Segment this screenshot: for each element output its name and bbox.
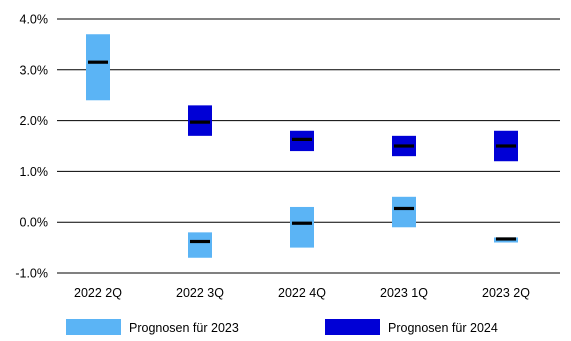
legend-label-prognosen-2023: Prognosen für 2023 [129,321,239,335]
median-marker-2023-2023-2q [496,237,516,240]
y-tick-label: 0.0% [20,216,49,230]
legend-swatch-prognosen-2024 [325,319,380,335]
median-marker-2023-2022-2q [88,61,108,64]
x-axis-tick-labels: 2022 2Q 2022 3Q 2022 4Q 2023 1Q 2023 2Q [74,286,530,300]
y-tick-label: 1.0% [20,165,49,179]
y-tick-label: 2.0% [20,114,49,128]
median-marker-2023-2022-4q [292,222,312,225]
x-tick-label: 2022 3Q [176,286,224,300]
legend-label-prognosen-2024: Prognosen für 2024 [388,321,498,335]
x-tick-label: 2022 4Q [278,286,326,300]
y-tick-label: -1.0% [15,267,48,281]
median-marker-2024-2023-2q [496,144,516,147]
x-tick-label: 2022 2Q [74,286,122,300]
range-bar-2023-2023-1q [392,197,416,227]
y-tick-label: 3.0% [20,63,49,77]
median-marker-2023-2023-1q [394,207,414,210]
y-axis-tick-labels: 4.0% 3.0% 2.0% 1.0% 0.0% -1.0% [15,13,48,281]
range-bar-2023-2022-3q [188,232,212,257]
median-marker-2024-2022-4q [292,138,312,141]
median-marker-2024-2023-1q [394,144,414,147]
x-tick-label: 2023 1Q [380,286,428,300]
median-marker-2023-2022-3q [190,240,210,243]
x-tick-label: 2023 2Q [482,286,530,300]
legend: Prognosen für 2023 Prognosen für 2024 [66,319,498,335]
range-bar-2023-2022-4q [290,207,314,248]
median-marker-2024-2022-3q [190,121,210,124]
y-tick-label: 4.0% [20,13,49,27]
range-bar-2023-2022-2q [86,34,110,100]
legend-swatch-prognosen-2023 [66,319,121,335]
